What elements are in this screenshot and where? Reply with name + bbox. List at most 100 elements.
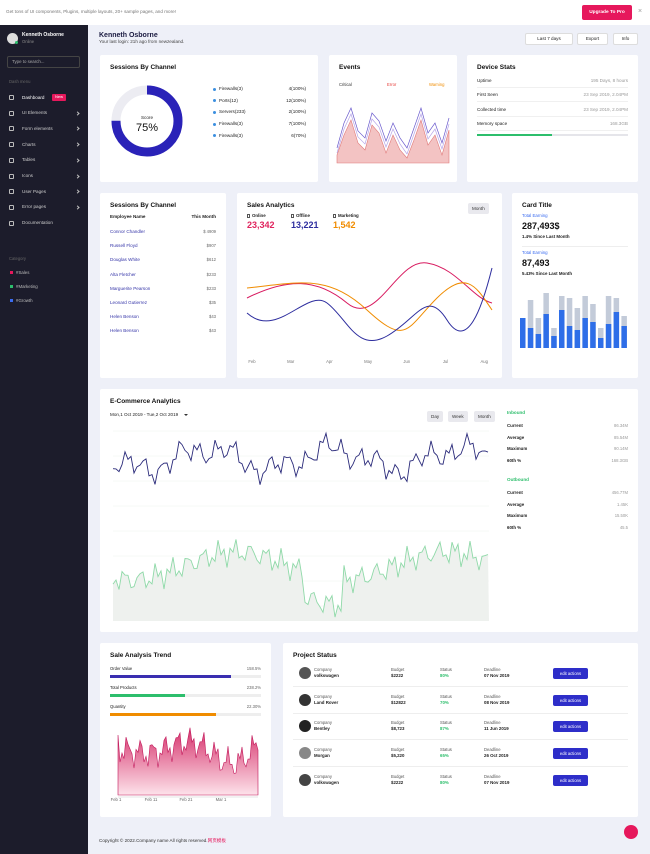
upgrade-button[interactable]: Upgrade To Pro xyxy=(582,5,632,20)
table-header: Employee Name xyxy=(110,214,146,219)
month-button[interactable]: Month xyxy=(468,203,489,214)
budget-label: Budget xyxy=(391,693,405,699)
employee-amount: $43 xyxy=(209,328,216,334)
x-label: Mar 1 xyxy=(215,797,227,802)
menu-arrow xyxy=(75,173,80,179)
legend-value: 4(100%) xyxy=(288,86,306,91)
range-button[interactable]: Month xyxy=(474,411,495,422)
bar-fg xyxy=(590,322,596,348)
close-button[interactable]: × xyxy=(638,8,643,15)
sales-line xyxy=(246,267,493,342)
events-area xyxy=(336,119,450,164)
stat-label: First Seen xyxy=(477,92,498,98)
status-value: 70% xyxy=(440,699,449,705)
divider xyxy=(293,686,628,687)
menu-item[interactable]: User Pages xyxy=(22,188,47,194)
header-button[interactable]: Last 7 days xyxy=(525,33,573,45)
menu-item[interactable]: Documentation xyxy=(22,220,53,226)
range-button[interactable]: Week xyxy=(448,411,468,422)
trend-area xyxy=(117,727,259,796)
score-value: 75% xyxy=(135,122,159,134)
metric-value: 15.50K xyxy=(614,513,628,518)
metric-value: 45.5 xyxy=(619,524,628,530)
edit-button[interactable]: edit actions xyxy=(553,668,588,679)
menu-item[interactable]: Dashboard xyxy=(22,94,45,100)
employee-name[interactable]: Leonard Gutierrez xyxy=(110,300,148,305)
menu-item[interactable]: Form elements xyxy=(22,125,53,131)
employee-name[interactable]: Helen Benson xyxy=(110,314,139,320)
header-button[interactable]: Export xyxy=(577,33,608,45)
menu-item[interactable]: UI Elements xyxy=(22,110,48,116)
menu-item[interactable]: Error pages xyxy=(22,204,47,210)
x-label: Feb 11 xyxy=(144,797,158,802)
bar-fg xyxy=(559,310,565,348)
company-label: Company xyxy=(314,773,332,779)
search-box[interactable]: Type to search... xyxy=(7,56,80,68)
budget-value: $2222 xyxy=(391,673,404,678)
sales-chart xyxy=(246,262,493,342)
earning-label: Total Earning xyxy=(522,250,548,255)
legend-dot xyxy=(213,122,216,126)
avatar xyxy=(299,667,311,679)
employee-amount: $233 xyxy=(206,285,216,291)
menu-arrow xyxy=(75,142,80,147)
category-item[interactable]: #Marketing xyxy=(16,283,38,289)
x-label: Jun xyxy=(403,359,411,364)
employee-name[interactable]: Russell Floyd xyxy=(110,243,138,249)
divider xyxy=(293,739,628,741)
edit-button[interactable]: edit actions xyxy=(553,748,588,760)
edit-button[interactable]: edit actions xyxy=(553,694,588,706)
employee-name[interactable]: Douglas White xyxy=(110,257,140,263)
employee-name[interactable]: Helen Benson xyxy=(110,328,139,334)
edit-button[interactable]: edit actions xyxy=(553,774,588,786)
range-button[interactable]: Day xyxy=(427,411,444,422)
stat-value: 168.3GB xyxy=(609,120,628,126)
menu-item[interactable]: Charts xyxy=(22,141,36,147)
avatar xyxy=(299,693,311,706)
stat-icon xyxy=(333,214,336,218)
legend-label: Firewalls(3) xyxy=(219,86,243,91)
category-item[interactable]: #Sales xyxy=(16,269,30,275)
status-dot xyxy=(15,41,18,44)
x-label: Mar xyxy=(287,359,295,364)
employee-name[interactable]: Marguerite Pearson xyxy=(110,285,151,291)
bar-fg xyxy=(535,334,542,348)
deadline-value: 26 Oct 2019 xyxy=(484,753,509,759)
donut-arc xyxy=(111,85,183,157)
legend-item: Critical xyxy=(339,82,352,87)
metric-value: 85.54M xyxy=(614,434,628,440)
deadline-label: Deadline xyxy=(484,693,501,699)
metric-value: 1.45K xyxy=(617,501,628,507)
category-dot xyxy=(10,299,13,302)
menu-icon xyxy=(9,204,14,210)
footer-link[interactable]: 网页模板 xyxy=(207,838,226,843)
employee-name[interactable]: Alta Fletcher xyxy=(110,271,136,277)
metric-label: 60th % xyxy=(507,524,522,530)
menu-item[interactable]: Icons xyxy=(22,173,33,178)
ecommerce-chart xyxy=(112,430,489,621)
card-title: Sale Analysis Trend xyxy=(110,652,172,659)
edit-button[interactable]: edit actions xyxy=(553,721,588,733)
employee-name[interactable]: Connor Chandler xyxy=(110,229,145,234)
sales-line xyxy=(246,282,493,331)
bar-label: Quantity xyxy=(110,704,126,709)
user-status: Online xyxy=(22,39,35,44)
sessions-channel-card: Sessions By Channel Score 75% Firewalls(3) 4… xyxy=(100,55,318,182)
menu-item[interactable]: Tables xyxy=(22,157,36,163)
inbound-line xyxy=(112,431,489,485)
memory-bar-fill xyxy=(477,134,552,136)
group-title: Outbound xyxy=(507,477,529,482)
avatar xyxy=(299,720,311,733)
promo-text: Get tons of UI components, Plugins, mult… xyxy=(6,9,176,14)
company-label: Company xyxy=(314,667,332,672)
legend-value: 12(100%) xyxy=(286,97,306,103)
bar-track xyxy=(110,694,261,697)
company-label: Company xyxy=(314,720,332,726)
budget-value: $5,220 xyxy=(391,753,405,759)
category-item[interactable]: #Growth xyxy=(16,297,33,303)
device-stats-card: Device Stats Uptime 195 Days, 8 hours Firs… xyxy=(467,55,638,182)
legend-label: Firewalls(3) xyxy=(219,121,243,127)
header-button[interactable]: Info xyxy=(613,33,638,45)
float-button[interactable] xyxy=(624,825,638,839)
earning-value: 287,493$ xyxy=(522,221,560,231)
